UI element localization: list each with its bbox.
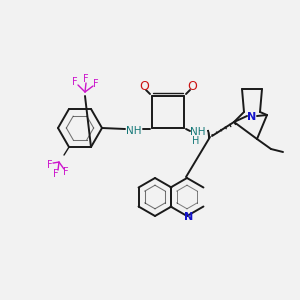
Text: O: O — [139, 80, 149, 92]
Text: F: F — [47, 160, 53, 170]
Text: NH: NH — [190, 127, 206, 137]
Text: H: H — [192, 136, 200, 146]
Text: O: O — [187, 80, 197, 92]
Text: F: F — [53, 169, 59, 179]
Text: N: N — [248, 112, 256, 122]
Text: F: F — [83, 74, 89, 84]
Text: NH: NH — [126, 126, 142, 136]
Polygon shape — [208, 130, 209, 139]
Text: F: F — [63, 167, 69, 177]
Text: N: N — [184, 212, 194, 222]
Text: F: F — [72, 77, 78, 87]
Text: F: F — [93, 79, 99, 89]
